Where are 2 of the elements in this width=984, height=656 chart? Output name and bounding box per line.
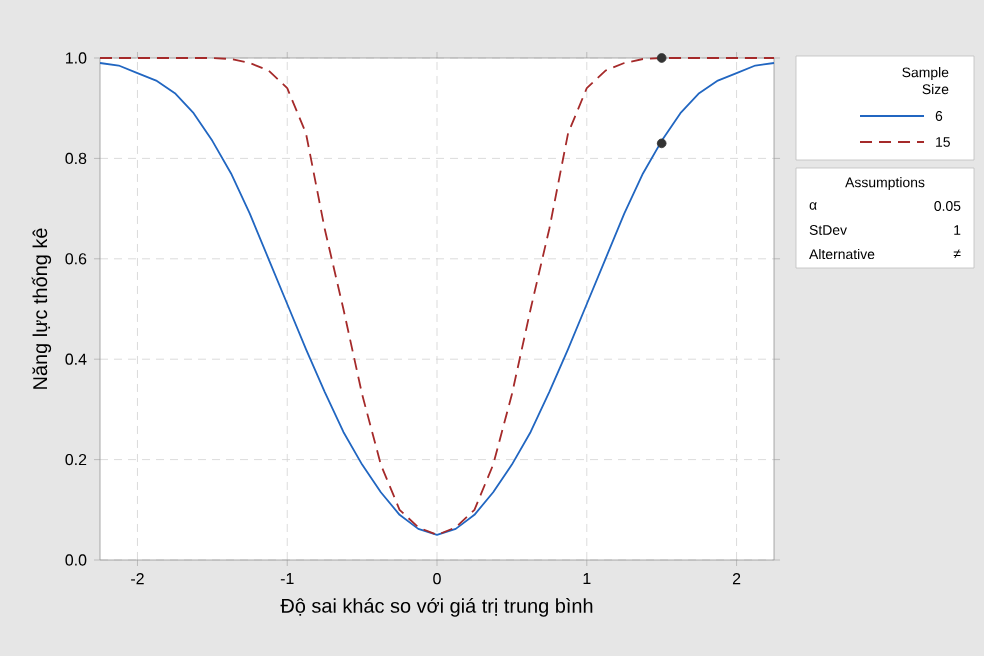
y-axis-title: Năng lực thống kê: [31, 228, 52, 389]
x-axis-title: Độ sai khác so với giá trị trung bình: [280, 597, 593, 617]
